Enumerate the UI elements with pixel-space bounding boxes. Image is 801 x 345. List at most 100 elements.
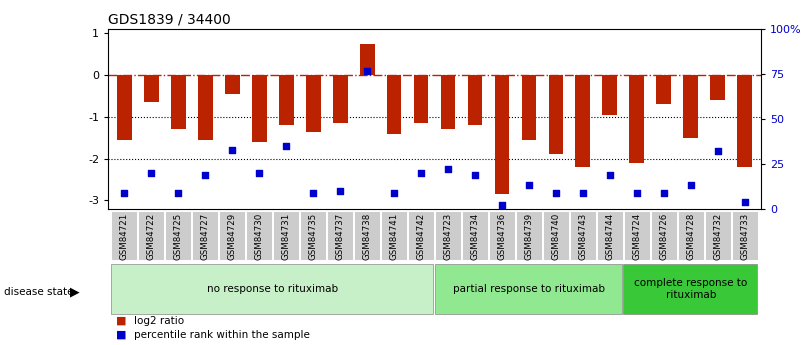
FancyBboxPatch shape [327,211,353,260]
FancyBboxPatch shape [434,264,622,314]
Text: disease state: disease state [4,287,74,296]
FancyBboxPatch shape [354,211,380,260]
Point [739,199,751,204]
Bar [575,75,590,167]
Text: GDS1839 / 34400: GDS1839 / 34400 [108,13,231,27]
FancyBboxPatch shape [139,211,164,260]
FancyBboxPatch shape [300,211,326,260]
FancyBboxPatch shape [489,211,515,260]
Text: GSM84743: GSM84743 [578,213,587,260]
FancyBboxPatch shape [570,211,596,260]
Bar [441,75,456,129]
FancyBboxPatch shape [543,211,569,260]
Bar [656,75,671,105]
Bar [468,75,482,125]
Text: percentile rank within the sample: percentile rank within the sample [134,330,310,340]
Bar [602,75,618,115]
Bar [332,75,348,123]
Point [630,190,643,195]
Text: GSM84729: GSM84729 [227,213,237,259]
FancyBboxPatch shape [192,211,218,260]
Text: partial response to rituximab: partial response to rituximab [453,284,605,294]
Bar [413,75,429,123]
Point [496,203,509,208]
Text: GSM84731: GSM84731 [282,213,291,260]
FancyBboxPatch shape [678,211,704,260]
Bar [630,75,644,163]
Bar [738,75,752,167]
Text: log2 ratio: log2 ratio [134,316,184,326]
Point [199,172,211,177]
FancyBboxPatch shape [408,211,434,260]
Text: GSM84733: GSM84733 [740,213,749,260]
FancyBboxPatch shape [246,211,272,260]
Point [415,170,428,176]
Text: GSM84722: GSM84722 [147,213,156,260]
Point [360,68,373,73]
Text: GSM84721: GSM84721 [120,213,129,260]
Bar [144,75,159,102]
FancyBboxPatch shape [273,211,299,260]
FancyBboxPatch shape [111,264,433,314]
Text: GSM84725: GSM84725 [174,213,183,260]
Bar [494,75,509,194]
FancyBboxPatch shape [597,211,623,260]
Text: GSM84738: GSM84738 [363,213,372,260]
Text: GSM84740: GSM84740 [551,213,561,260]
Bar [387,75,401,134]
Text: GSM84737: GSM84737 [336,213,344,260]
Point [684,183,697,188]
Point [172,190,185,195]
Point [253,170,266,176]
FancyBboxPatch shape [381,211,407,260]
FancyBboxPatch shape [435,211,461,260]
FancyBboxPatch shape [732,211,758,260]
Text: GSM84734: GSM84734 [470,213,480,260]
Bar [306,75,320,131]
FancyBboxPatch shape [624,211,650,260]
Bar [710,75,725,100]
Bar [252,75,267,142]
Bar [198,75,213,140]
Text: GSM84736: GSM84736 [497,213,506,260]
Point [334,188,347,194]
Point [441,167,454,172]
Point [577,190,590,195]
Text: GSM84735: GSM84735 [308,213,318,260]
FancyBboxPatch shape [623,264,757,314]
Point [549,190,562,195]
Point [658,190,670,195]
Bar [225,75,239,94]
Bar [279,75,294,125]
Bar [117,75,131,140]
Text: ■: ■ [116,316,127,326]
Text: GSM84726: GSM84726 [659,213,668,260]
Point [522,183,535,188]
Point [226,147,239,152]
Text: GSM84728: GSM84728 [686,213,695,260]
Text: GSM84742: GSM84742 [417,213,425,260]
Text: GSM84741: GSM84741 [389,213,399,260]
FancyBboxPatch shape [516,211,542,260]
Point [388,190,400,195]
Text: GSM84724: GSM84724 [632,213,642,260]
Point [145,170,158,176]
Bar [521,75,537,140]
Text: ■: ■ [116,330,127,340]
FancyBboxPatch shape [219,211,245,260]
Bar [171,75,186,129]
Text: GSM84739: GSM84739 [525,213,533,259]
FancyBboxPatch shape [462,211,488,260]
Point [118,190,131,195]
Point [603,172,616,177]
Point [711,149,724,154]
FancyBboxPatch shape [651,211,677,260]
Point [307,190,320,195]
Point [280,143,292,149]
Bar [360,44,375,75]
Text: GSM84730: GSM84730 [255,213,264,260]
Point [469,172,481,177]
Text: GSM84744: GSM84744 [606,213,614,260]
FancyBboxPatch shape [705,211,731,260]
Text: no response to rituximab: no response to rituximab [207,284,338,294]
